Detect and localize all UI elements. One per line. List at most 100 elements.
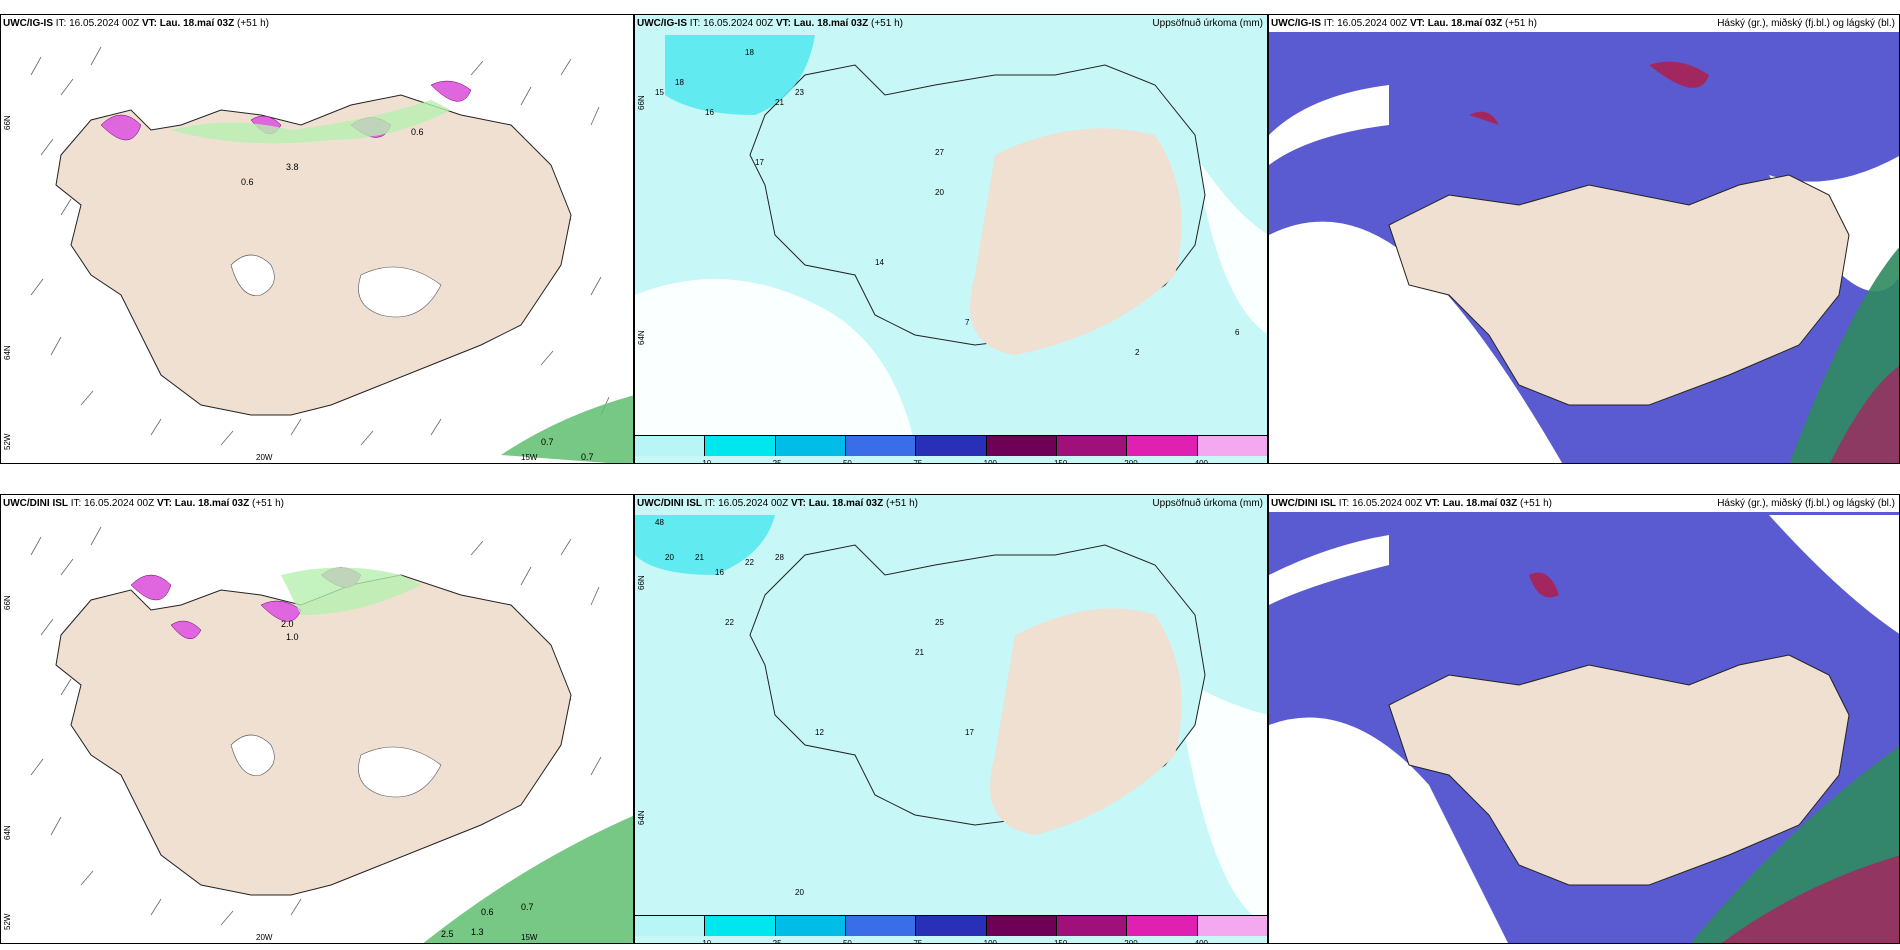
panel-title: UWC/IG-IS IT: 16.05.2024 00Z VT: Lau. 18…: [3, 18, 269, 29]
panel-subtitle: Háský (gr.), miðský (fj.bl.) og lágský (…: [1717, 498, 1895, 509]
panel-subtitle: Háský (gr.), miðský (fj.bl.) og lágský (…: [1717, 18, 1895, 29]
precip-value: 15: [655, 88, 664, 97]
legend-cell: 25: [773, 916, 846, 943]
rain-area: [171, 100, 451, 144]
legend-cell: 200: [1124, 916, 1198, 943]
lon-label: 20W: [256, 933, 273, 942]
precip-value: 3.8: [286, 162, 299, 172]
precip-value: 1.0: [286, 632, 299, 642]
precip-value: 0.7: [521, 902, 534, 912]
lat-label: 52W: [3, 433, 12, 450]
precip-value: 2.0: [281, 619, 294, 629]
panel-subtitle: Uppsöfnuð úrkoma (mm): [1152, 18, 1263, 29]
precip-value: 6: [1235, 328, 1240, 337]
panel-title: UWC/DINI ISL IT: 16.05.2024 00Z VT: Lau.…: [3, 498, 284, 509]
map-wind-precip: 0.6 3.8 0.6 0.7 0.7: [30, 46, 633, 463]
panel-title: UWC/DINI ISL IT: 16.05.2024 00Z VT: Lau.…: [637, 498, 918, 509]
precip-value: 0.6: [241, 177, 254, 187]
map-cloud-cover: [1269, 515, 1899, 943]
legend-cell: 400: [1195, 436, 1267, 463]
legend-cell: 100: [984, 916, 1057, 943]
wind-barbs: [30, 526, 602, 926]
legend-cell: 1: [635, 916, 706, 943]
dry-area: [990, 608, 1182, 835]
precip-value: 21: [695, 553, 704, 562]
lat-label: 52W: [3, 913, 12, 930]
precip-values: 48 20 21 16 22 28 22 25 21 17 12 20: [655, 518, 974, 897]
rain-area-se: [423, 815, 633, 943]
panel-precip-igis: UWC/IG-IS IT: 16.05.2024 00Z VT: Lau. 18…: [634, 14, 1268, 464]
precip-value: 7: [965, 318, 970, 327]
iceland-landmass: [55, 94, 572, 416]
iceland-landmass: [1388, 174, 1850, 406]
precip-value: 20: [665, 553, 674, 562]
legend-cell: 400: [1195, 916, 1267, 943]
precip-color-legend: 1 10 25 50 75 100 150 200 400: [635, 435, 1267, 463]
heavy-precip: [635, 515, 775, 575]
precip-value: 2: [1135, 348, 1140, 357]
precip-value: 0.6: [411, 127, 424, 137]
precip-value: 1.3: [471, 927, 484, 937]
precip-value: 25: [935, 618, 944, 627]
precip-value: 27: [935, 148, 944, 157]
high-cloud: [1469, 61, 1709, 125]
legend-cell: 10: [702, 436, 776, 463]
precip-value: 16: [705, 108, 714, 117]
precip-value: 20: [935, 188, 944, 197]
precip-value: 23: [795, 88, 804, 97]
map-wind-precip: 2.0 1.0 0.6 0.7 1.3 2.5: [30, 526, 633, 943]
panel-clouds-dini: UWC/DINI ISL IT: 16.05.2024 00Z VT: Lau.…: [1268, 494, 1900, 944]
precip-values: 18 15 18 16 21 23 17 27 20 14 7 2 6: [655, 48, 1240, 357]
lat-label: 66N: [637, 575, 646, 590]
precip-value: 0.7: [581, 452, 594, 462]
precip-value: 17: [755, 158, 764, 167]
legend-cell: 150: [1054, 436, 1128, 463]
lon-label: 15W: [521, 453, 538, 462]
lat-label: 66N: [637, 95, 646, 110]
map-accumulated-precip: 18 15 18 16 21 23 17 27 20 14 7 2 6: [635, 35, 1267, 445]
precip-value: 12: [815, 728, 824, 737]
precip-value: 48: [655, 518, 664, 527]
lat-label: 64N: [3, 345, 12, 360]
precip-value: 0.7: [541, 437, 554, 447]
panel-precip-dini: UWC/DINI ISL IT: 16.05.2024 00Z VT: Lau.…: [634, 494, 1268, 944]
glacier: [230, 254, 442, 318]
precip-value: 21: [775, 98, 784, 107]
legend-cell: 100: [984, 436, 1057, 463]
legend-cell: 150: [1054, 916, 1128, 943]
precip-value: 17: [965, 728, 974, 737]
rain-area-se: [501, 395, 633, 463]
legend-cell: 10: [702, 916, 776, 943]
wind-barbs: [30, 46, 610, 446]
precip-color-legend: 1 10 25 50 75 100 150 200 400: [635, 915, 1267, 943]
iceland-landmass: [1388, 654, 1850, 886]
precip-value: 16: [715, 568, 724, 577]
lon-label: 15W: [521, 933, 538, 942]
lat-label: 64N: [3, 825, 12, 840]
legend-cell: 25: [773, 436, 846, 463]
map-accumulated-precip: 48 20 21 16 22 28 22 25 21 17 12 20: [635, 515, 1267, 925]
legend-cell: 50: [843, 916, 917, 943]
map-cloud-cover: [1269, 35, 1899, 463]
legend-cell: 75: [913, 916, 987, 943]
legend-cell: 50: [843, 436, 917, 463]
precip-value: 28: [775, 553, 784, 562]
precip-value: 20: [795, 888, 804, 897]
precip-value: 18: [675, 78, 684, 87]
lat-label: 64N: [637, 810, 646, 825]
panel-title: UWC/IG-IS IT: 16.05.2024 00Z VT: Lau. 18…: [637, 18, 903, 29]
precip-value: 0.6: [481, 907, 494, 917]
rain-area: [281, 567, 421, 615]
precip-value: 18: [745, 48, 754, 57]
iceland-landmass: [55, 574, 572, 896]
legend-cell: 75: [913, 436, 987, 463]
lat-label: 66N: [3, 115, 12, 130]
precip-value: 14: [875, 258, 884, 267]
legend-cell: 1: [635, 436, 706, 463]
precip-value: 22: [745, 558, 754, 567]
dry-area: [970, 128, 1182, 355]
precip-value: 2.5: [441, 929, 454, 939]
glacier: [230, 734, 442, 798]
high-cloud: [1529, 572, 1559, 598]
lon-label: 20W: [256, 453, 273, 462]
